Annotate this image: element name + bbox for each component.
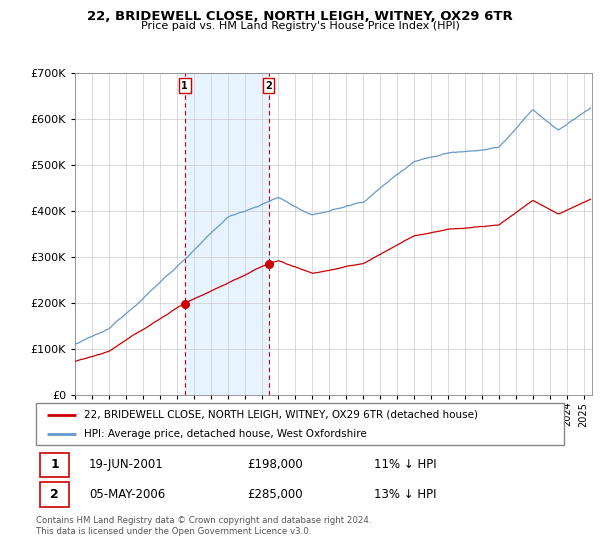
Text: 2: 2 xyxy=(50,488,59,501)
Text: Price paid vs. HM Land Registry's House Price Index (HPI): Price paid vs. HM Land Registry's House … xyxy=(140,21,460,31)
Text: 1: 1 xyxy=(50,459,59,472)
Text: 1: 1 xyxy=(181,81,188,91)
Bar xyxy=(40,452,69,477)
Text: £198,000: £198,000 xyxy=(247,459,303,472)
Text: £285,000: £285,000 xyxy=(247,488,303,501)
Bar xyxy=(185,73,269,395)
Text: HPI: Average price, detached house, West Oxfordshire: HPI: Average price, detached house, West… xyxy=(83,429,366,439)
Text: 22, BRIDEWELL CLOSE, NORTH LEIGH, WITNEY, OX29 6TR (detached house): 22, BRIDEWELL CLOSE, NORTH LEIGH, WITNEY… xyxy=(83,409,478,419)
Text: 2: 2 xyxy=(265,81,272,91)
Bar xyxy=(40,482,69,507)
Text: 19-JUN-2001: 19-JUN-2001 xyxy=(89,459,164,472)
Text: 11% ↓ HPI: 11% ↓ HPI xyxy=(374,459,437,472)
Text: Contains HM Land Registry data © Crown copyright and database right 2024.
This d: Contains HM Land Registry data © Crown c… xyxy=(36,516,371,536)
Text: 13% ↓ HPI: 13% ↓ HPI xyxy=(374,488,436,501)
Text: 22, BRIDEWELL CLOSE, NORTH LEIGH, WITNEY, OX29 6TR: 22, BRIDEWELL CLOSE, NORTH LEIGH, WITNEY… xyxy=(87,10,513,22)
Text: 05-MAY-2006: 05-MAY-2006 xyxy=(89,488,165,501)
